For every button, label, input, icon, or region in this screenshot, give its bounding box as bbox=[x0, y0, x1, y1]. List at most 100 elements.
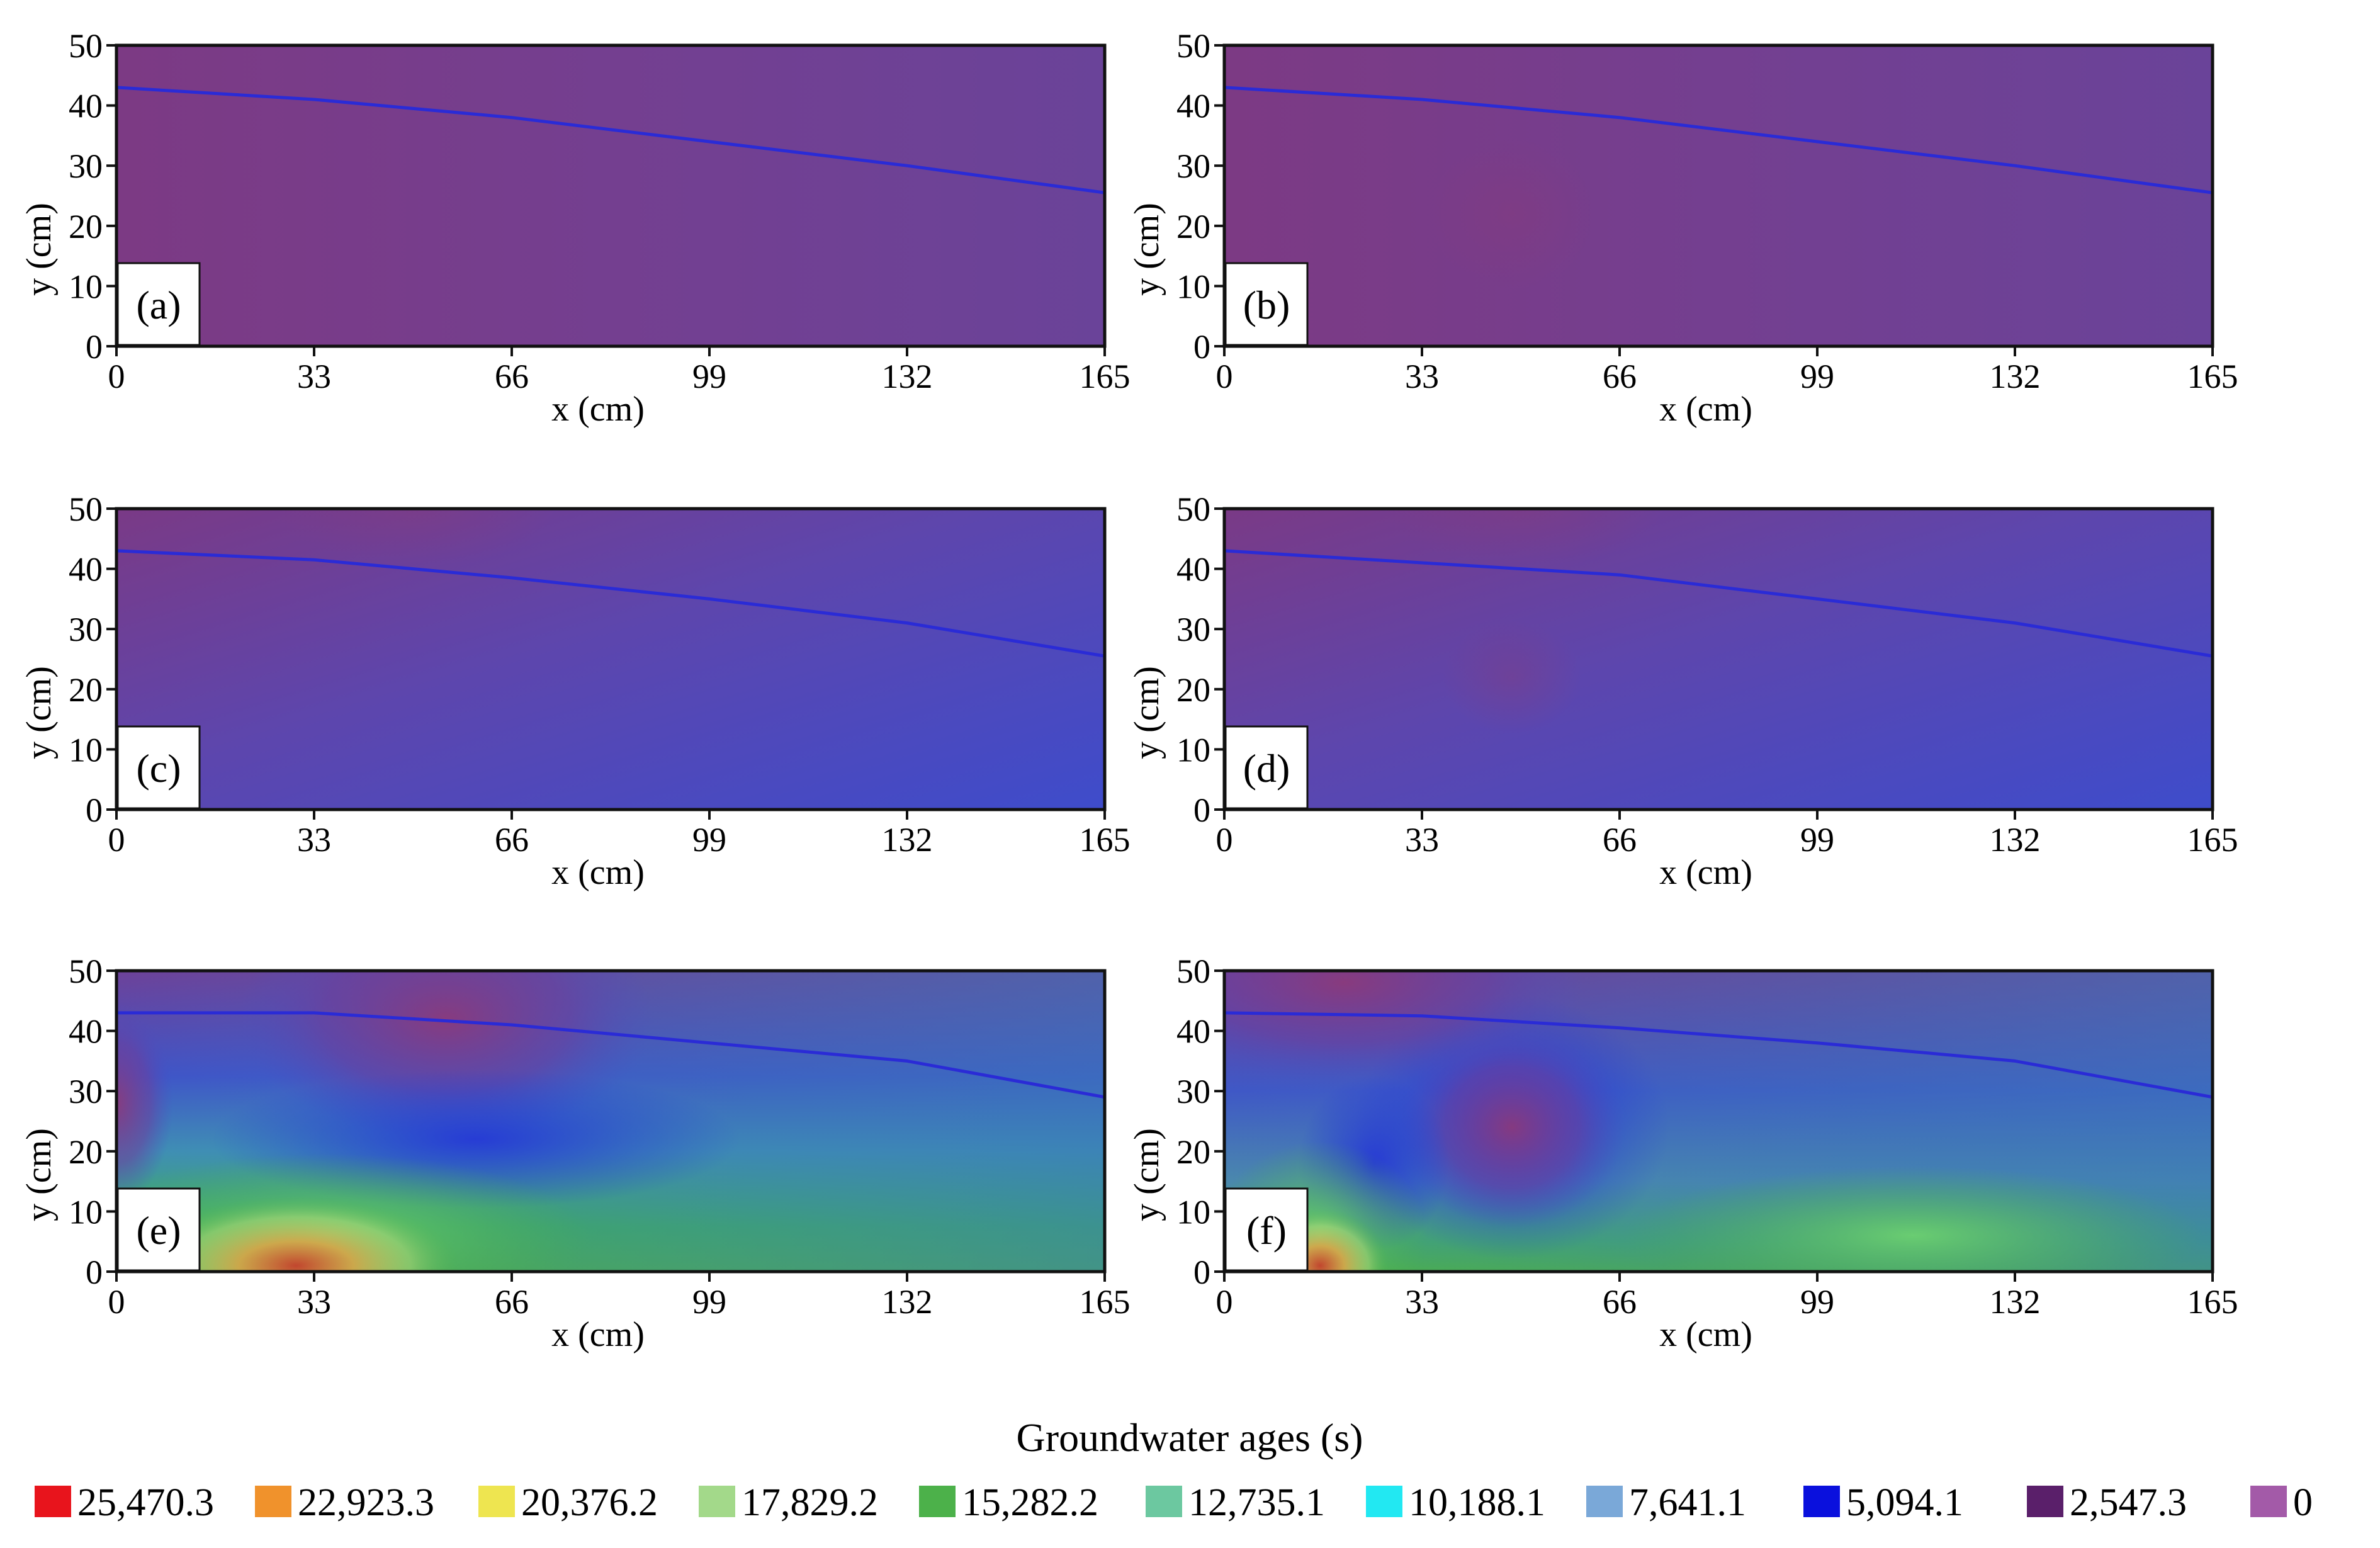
age-field-background bbox=[1224, 45, 2213, 346]
panel-tag: (b) bbox=[1243, 283, 1290, 327]
x-tick-label: 99 bbox=[692, 358, 726, 395]
y-axis-title: y (cm) bbox=[1127, 666, 1166, 759]
x-tick-label: 0 bbox=[1216, 1283, 1233, 1321]
age-anomaly bbox=[1442, 620, 1581, 734]
panel-tag-box bbox=[1224, 725, 1309, 810]
x-tick-label: 0 bbox=[108, 1283, 125, 1321]
water-table-line bbox=[1224, 549, 2213, 658]
age-field bbox=[116, 509, 1105, 810]
plot-frame bbox=[1222, 507, 2214, 811]
x-tick-label: 165 bbox=[2187, 358, 2238, 395]
y-tick-label: 20 bbox=[1176, 208, 1210, 246]
x-tick-label: 132 bbox=[882, 358, 933, 395]
x-tick-label: 66 bbox=[1603, 1283, 1637, 1321]
plot-frame bbox=[115, 969, 1107, 1274]
legend-item: 2,547.3 bbox=[2027, 1481, 2187, 1524]
y-tick-label: 50 bbox=[1176, 952, 1210, 990]
x-axis-title: x (cm) bbox=[551, 853, 645, 892]
legend-swatch bbox=[35, 1486, 71, 1517]
x-tick-label: 165 bbox=[2187, 1283, 2238, 1321]
x-tick-label: 66 bbox=[495, 821, 529, 859]
y-tick-label: 30 bbox=[1176, 147, 1210, 185]
y-tick-label: 10 bbox=[1176, 268, 1210, 305]
panel-tag-box bbox=[116, 725, 201, 810]
x-tick-label: 66 bbox=[495, 1283, 529, 1321]
y-tick-label: 30 bbox=[1176, 611, 1210, 648]
legend-item: 15,282.2 bbox=[919, 1481, 1098, 1524]
plot-frame bbox=[115, 43, 1107, 348]
panel-tag: (f) bbox=[1246, 1208, 1287, 1253]
y-tick-label: 50 bbox=[69, 27, 103, 65]
age-anomaly-top bbox=[1385, 509, 1662, 565]
water-table-line bbox=[1224, 86, 2213, 195]
legend-swatch bbox=[1803, 1486, 1840, 1517]
age-field-background bbox=[1224, 509, 2213, 810]
x-tick-label: 66 bbox=[1603, 821, 1637, 859]
water-table-line bbox=[116, 86, 1105, 195]
panel-tag-box bbox=[116, 262, 201, 346]
oldest-water-zone bbox=[132, 1196, 460, 1272]
y-axis-title: y (cm) bbox=[1127, 203, 1166, 296]
legend-label: 10,188.1 bbox=[1409, 1481, 1545, 1524]
legend-item: 0 bbox=[2250, 1481, 2313, 1524]
y-tick-label: 30 bbox=[69, 611, 103, 648]
x-tick-label: 165 bbox=[2187, 821, 2238, 859]
legend-item: 5,094.1 bbox=[1803, 1481, 1963, 1524]
x-tick-label: 165 bbox=[1080, 1283, 1131, 1321]
legend-label: 2,547.3 bbox=[2070, 1481, 2187, 1524]
legend-label: 0 bbox=[2293, 1481, 2313, 1524]
age-field bbox=[116, 971, 1105, 1272]
legend-swatch bbox=[2250, 1486, 2287, 1517]
y-tick-label: 0 bbox=[86, 1253, 103, 1291]
y-tick-label: 20 bbox=[69, 1133, 103, 1171]
y-tick-label: 50 bbox=[1176, 27, 1210, 65]
y-tick-label: 10 bbox=[1176, 731, 1210, 769]
legend-swatch bbox=[478, 1486, 515, 1517]
y-tick-label: 40 bbox=[69, 551, 103, 589]
age-anomaly-top bbox=[277, 509, 555, 565]
x-tick-label: 0 bbox=[108, 821, 125, 859]
panel-f: 0 33 66 99 132 165 0 10 20 30 40 50 x (cm) y (cm) (f) bbox=[1127, 952, 2238, 1354]
age-field bbox=[1224, 971, 2213, 1272]
legend-swatch bbox=[1586, 1486, 1623, 1517]
legend-swatch bbox=[919, 1486, 956, 1517]
panel-tag: (e) bbox=[136, 1208, 181, 1253]
legend-item: 12,735.1 bbox=[1146, 1481, 1325, 1524]
panel-tag-box bbox=[116, 1187, 201, 1272]
y-tick-label: 50 bbox=[1176, 490, 1210, 528]
y-tick-label: 10 bbox=[1176, 1193, 1210, 1231]
x-tick-label: 165 bbox=[1080, 821, 1131, 859]
y-tick-label: 20 bbox=[69, 208, 103, 246]
x-tick-label: 99 bbox=[1800, 1283, 1834, 1321]
x-tick-label: 0 bbox=[1216, 821, 1233, 859]
panel-b: 0 33 66 99 132 165 0 10 20 30 40 50 x (cm) y (cm) (b) bbox=[1127, 27, 2238, 429]
y-tick-label: 0 bbox=[1193, 1253, 1210, 1291]
x-axis-title: x (cm) bbox=[551, 1315, 645, 1354]
y-axis-title: y (cm) bbox=[20, 203, 59, 296]
age-field-background bbox=[116, 45, 1105, 346]
legend-label: 20,376.2 bbox=[521, 1481, 658, 1524]
age-field bbox=[1224, 509, 2213, 810]
legend-item: 22,923.3 bbox=[255, 1481, 434, 1524]
legend-label: 12,735.1 bbox=[1188, 1481, 1325, 1524]
panel-tag: (d) bbox=[1243, 746, 1290, 791]
legend-label: 5,094.1 bbox=[1846, 1481, 1963, 1524]
plot-frame bbox=[115, 507, 1107, 811]
legend-item: 10,188.1 bbox=[1366, 1481, 1545, 1524]
x-tick-label: 99 bbox=[692, 821, 726, 859]
y-tick-label: 50 bbox=[69, 490, 103, 528]
y-tick-label: 10 bbox=[69, 1193, 103, 1231]
water-table-line bbox=[116, 549, 1105, 658]
y-tick-label: 40 bbox=[69, 1013, 103, 1051]
x-tick-label: 132 bbox=[882, 821, 933, 859]
y-tick-label: 20 bbox=[1176, 1133, 1210, 1171]
legend-item: 7,641.1 bbox=[1586, 1481, 1746, 1524]
x-tick-label: 99 bbox=[1800, 358, 1834, 395]
legend-swatch bbox=[2027, 1486, 2063, 1517]
legend-item: 20,376.2 bbox=[478, 1481, 658, 1524]
left-edge-zone bbox=[116, 1002, 173, 1204]
age-field bbox=[116, 45, 1105, 346]
water-table-line bbox=[116, 1011, 1105, 1099]
y-tick-label: 0 bbox=[1193, 328, 1210, 366]
legend-swatch bbox=[699, 1486, 735, 1517]
